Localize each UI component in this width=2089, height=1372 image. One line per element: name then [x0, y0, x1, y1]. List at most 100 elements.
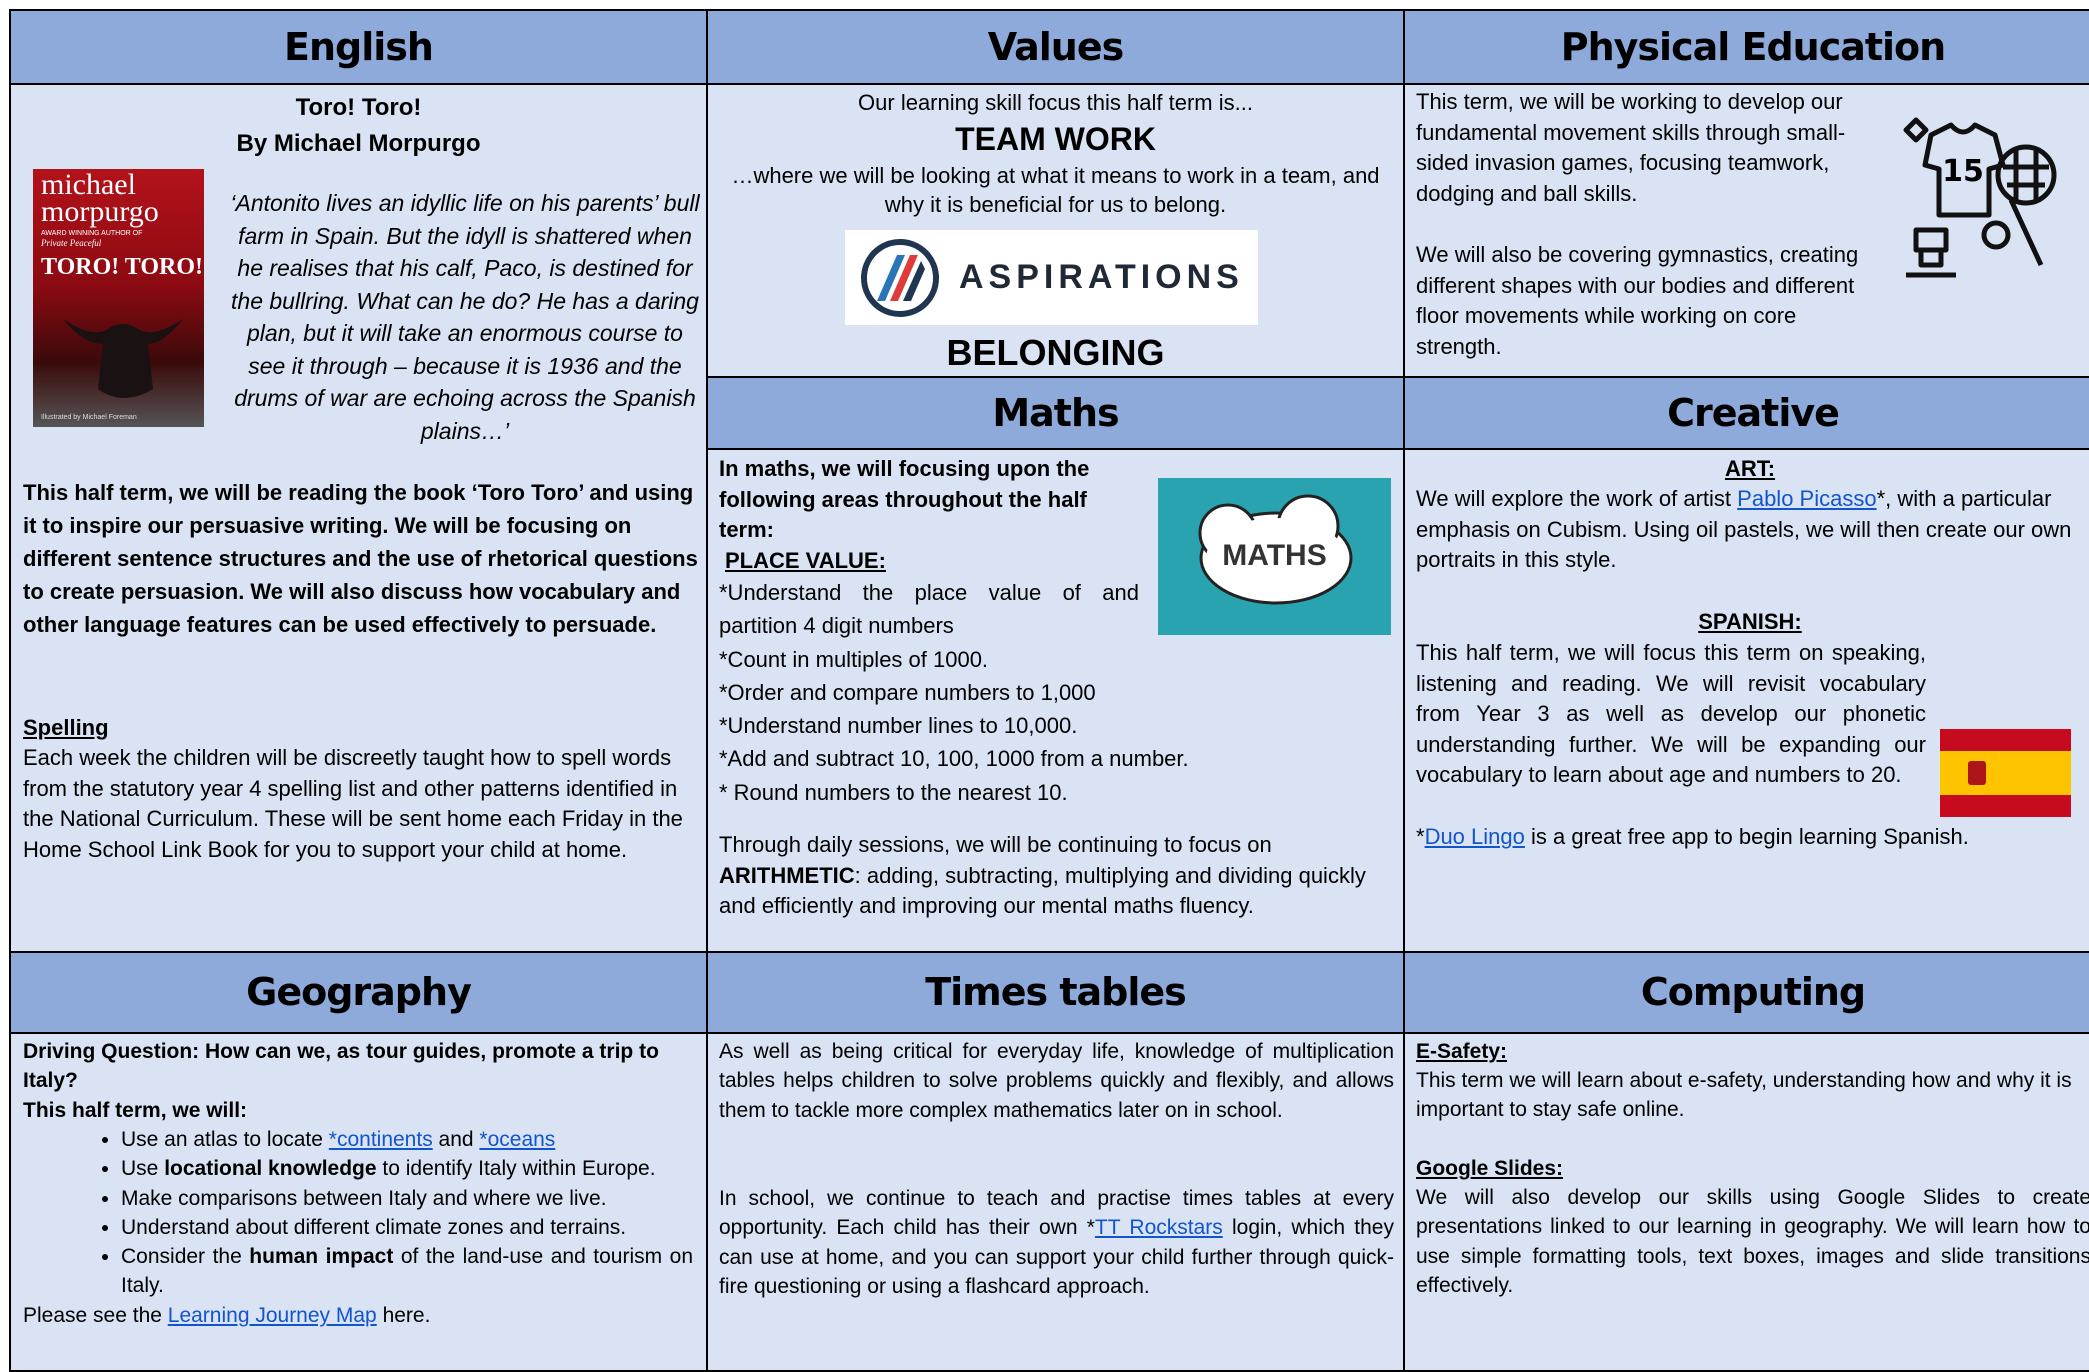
times-p2: In school, we continue to teach and prac…	[719, 1184, 1394, 1301]
cover-other-book: Private Peaceful	[41, 238, 102, 248]
heading: Computing	[1640, 970, 1866, 1015]
text: login, which they can use at home, and y…	[719, 1216, 1394, 1298]
picasso-link[interactable]: Pablo Picasso	[1737, 486, 1877, 511]
text: Use	[121, 1157, 165, 1181]
esafety-text: This term we will learn about e-safety, …	[1416, 1069, 2072, 1122]
geography-lead: This half term, we will:	[23, 1099, 248, 1122]
duo-link[interactable]: Duo Lingo	[1424, 824, 1525, 849]
section-header: Physical Education	[1403, 9, 2089, 85]
book-cover: michael morpurgo AWARD WINNING AUTHOR OF…	[33, 169, 204, 427]
values-focus: TEAM WORK	[955, 121, 1156, 157]
pe-icon: 15	[1903, 117, 2057, 278]
geography-cell: Driving Question: How can we, as tour gu…	[9, 1032, 708, 1372]
text: *, with a particular emphasis on Cubism.…	[1416, 486, 2072, 572]
list-item: Understand about different climate zones…	[121, 1213, 693, 1242]
bold-text: ARITHMETIC	[719, 862, 855, 888]
spanish-text: This half term, we will focus this term …	[1416, 638, 2089, 825]
section-header: Creative	[1403, 376, 2089, 450]
cover-title: TORO! TORO!	[41, 254, 204, 280]
text: is a great free app to begin learning Sp…	[1524, 824, 1969, 849]
maths-image-text: MATHS	[1222, 539, 1327, 572]
heading: Times tables	[925, 970, 1187, 1015]
slides-text: We will also develop our skills using Go…	[1416, 1186, 2089, 1297]
slides-heading: Google Slides:	[1416, 1157, 1564, 1180]
pe-paragraph: We will also be covering gymnastics, cre…	[1416, 242, 1859, 359]
computing-cell: E-Safety: This term we will learn about …	[1403, 1032, 2089, 1372]
heading: Physical Education	[1560, 24, 1946, 69]
list-item: Use an atlas to locate *continents and *…	[121, 1125, 693, 1154]
text: Consider the	[121, 1245, 250, 1269]
racket-strings	[2003, 150, 2049, 267]
spelling-text: Each week the children will be discreetl…	[23, 745, 683, 862]
maths-intro: In maths, we will focusing upon the foll…	[719, 456, 1090, 542]
pe-cell: This term, we will be working to develop…	[1403, 83, 2089, 378]
flag-stripe	[1940, 795, 2071, 817]
trophy	[1906, 227, 1956, 278]
maths-point: *Understand number lines to 10,000.	[719, 713, 1078, 739]
book-blurb: ‘Antonito lives an idyllic life on his p…	[230, 190, 700, 444]
values-detail: …where we will be looking at what it mea…	[731, 163, 1380, 217]
oceans-link[interactable]: *oceans	[479, 1128, 556, 1151]
heading: Maths	[992, 390, 1119, 435]
list-item: Consider the human impact of the land-us…	[121, 1242, 693, 1301]
text: Please see the	[23, 1304, 168, 1327]
icon-number: 15	[1942, 154, 1984, 189]
bull-shape	[63, 319, 183, 398]
cover-illustrator: Illustrated by Michael Foreman	[41, 414, 137, 421]
pe-paragraph: This term, we will be working to develop…	[1416, 89, 1846, 206]
racket	[1995, 144, 2057, 206]
heading: Values	[987, 24, 1124, 69]
tt-rockstars-link[interactable]: TT Rockstars	[1094, 1216, 1223, 1240]
text: here.	[376, 1304, 431, 1327]
maths-point: *Count in multiples of 1000.	[719, 646, 989, 672]
logo-stripe	[877, 254, 905, 301]
logo-ring	[861, 238, 939, 317]
geography-list: Use an atlas to locate *continents and *…	[23, 1125, 693, 1301]
cloud-fill	[1206, 518, 1346, 598]
maths-image: MATHS	[1158, 478, 1391, 635]
text: of the land-use and tourism on Italy.	[121, 1245, 693, 1298]
bold-text: human impact	[249, 1245, 394, 1269]
english-cell: Toro! Toro! By Michael Morpurgo michael …	[9, 83, 708, 953]
section-header: Values	[706, 9, 1405, 85]
icon-lines	[1903, 117, 2057, 278]
journey-map-link[interactable]: Learning Journey Map	[167, 1304, 377, 1327]
section-header: Times tables	[706, 951, 1405, 1034]
list-item: Use locational knowledge to identify Ita…	[121, 1154, 693, 1183]
maths-closing: Through daily sessions, we will be conti…	[719, 830, 1394, 922]
maths-points: *Understand the place value of and parti…	[719, 576, 1399, 809]
jersey	[1922, 122, 2006, 218]
aspirations-logo: ASPIRATIONS	[845, 230, 1258, 325]
flag-stripe	[1940, 729, 2071, 751]
section-header: Geography	[9, 951, 708, 1034]
book-author: By Michael Morpurgo	[236, 130, 481, 157]
maths-point: *Understand the place value of and parti…	[719, 580, 1139, 639]
values-cell: Our learning skill focus this half term …	[706, 83, 1405, 378]
art-text: We will explore the work of artist Pablo…	[1416, 484, 2089, 576]
spanish-flag	[1940, 729, 2071, 817]
spanish-heading: SPANISH:	[1698, 609, 1802, 634]
cover-bull	[63, 319, 183, 398]
text: Use an atlas to locate	[121, 1128, 329, 1151]
cover-tagline: AWARD WINNING AUTHOR OF	[41, 230, 143, 237]
maths-point: * Round numbers to the nearest 10.	[719, 779, 1068, 805]
english-intro: This half term, we will be reading the b…	[23, 480, 698, 637]
heading: Creative	[1667, 390, 1840, 435]
text: and	[432, 1128, 480, 1151]
text: Make comparisons between Italy and where…	[121, 1186, 607, 1210]
driving-question: Driving Question: How can we, as tour gu…	[23, 1040, 659, 1093]
book-title: Toro! Toro!	[295, 94, 422, 121]
maths-cell: In maths, we will focusing upon the foll…	[706, 448, 1405, 953]
text: Through daily sessions, we will be conti…	[719, 832, 1272, 857]
continents-link[interactable]: *continents	[328, 1128, 433, 1151]
times-tables-cell: As well as being critical for everyday l…	[706, 1032, 1405, 1372]
creative-cell: ART: We will explore the work of artist …	[1403, 448, 2089, 953]
section-header: English	[9, 9, 708, 85]
text: In school, we continue to teach and prac…	[719, 1187, 1394, 1240]
section-header: Computing	[1403, 951, 2089, 1034]
maths-doodle	[1198, 494, 1353, 605]
logo-stripe	[890, 254, 918, 301]
esafety-heading: E-Safety:	[1416, 1040, 1508, 1063]
section-header: Maths	[706, 376, 1405, 450]
